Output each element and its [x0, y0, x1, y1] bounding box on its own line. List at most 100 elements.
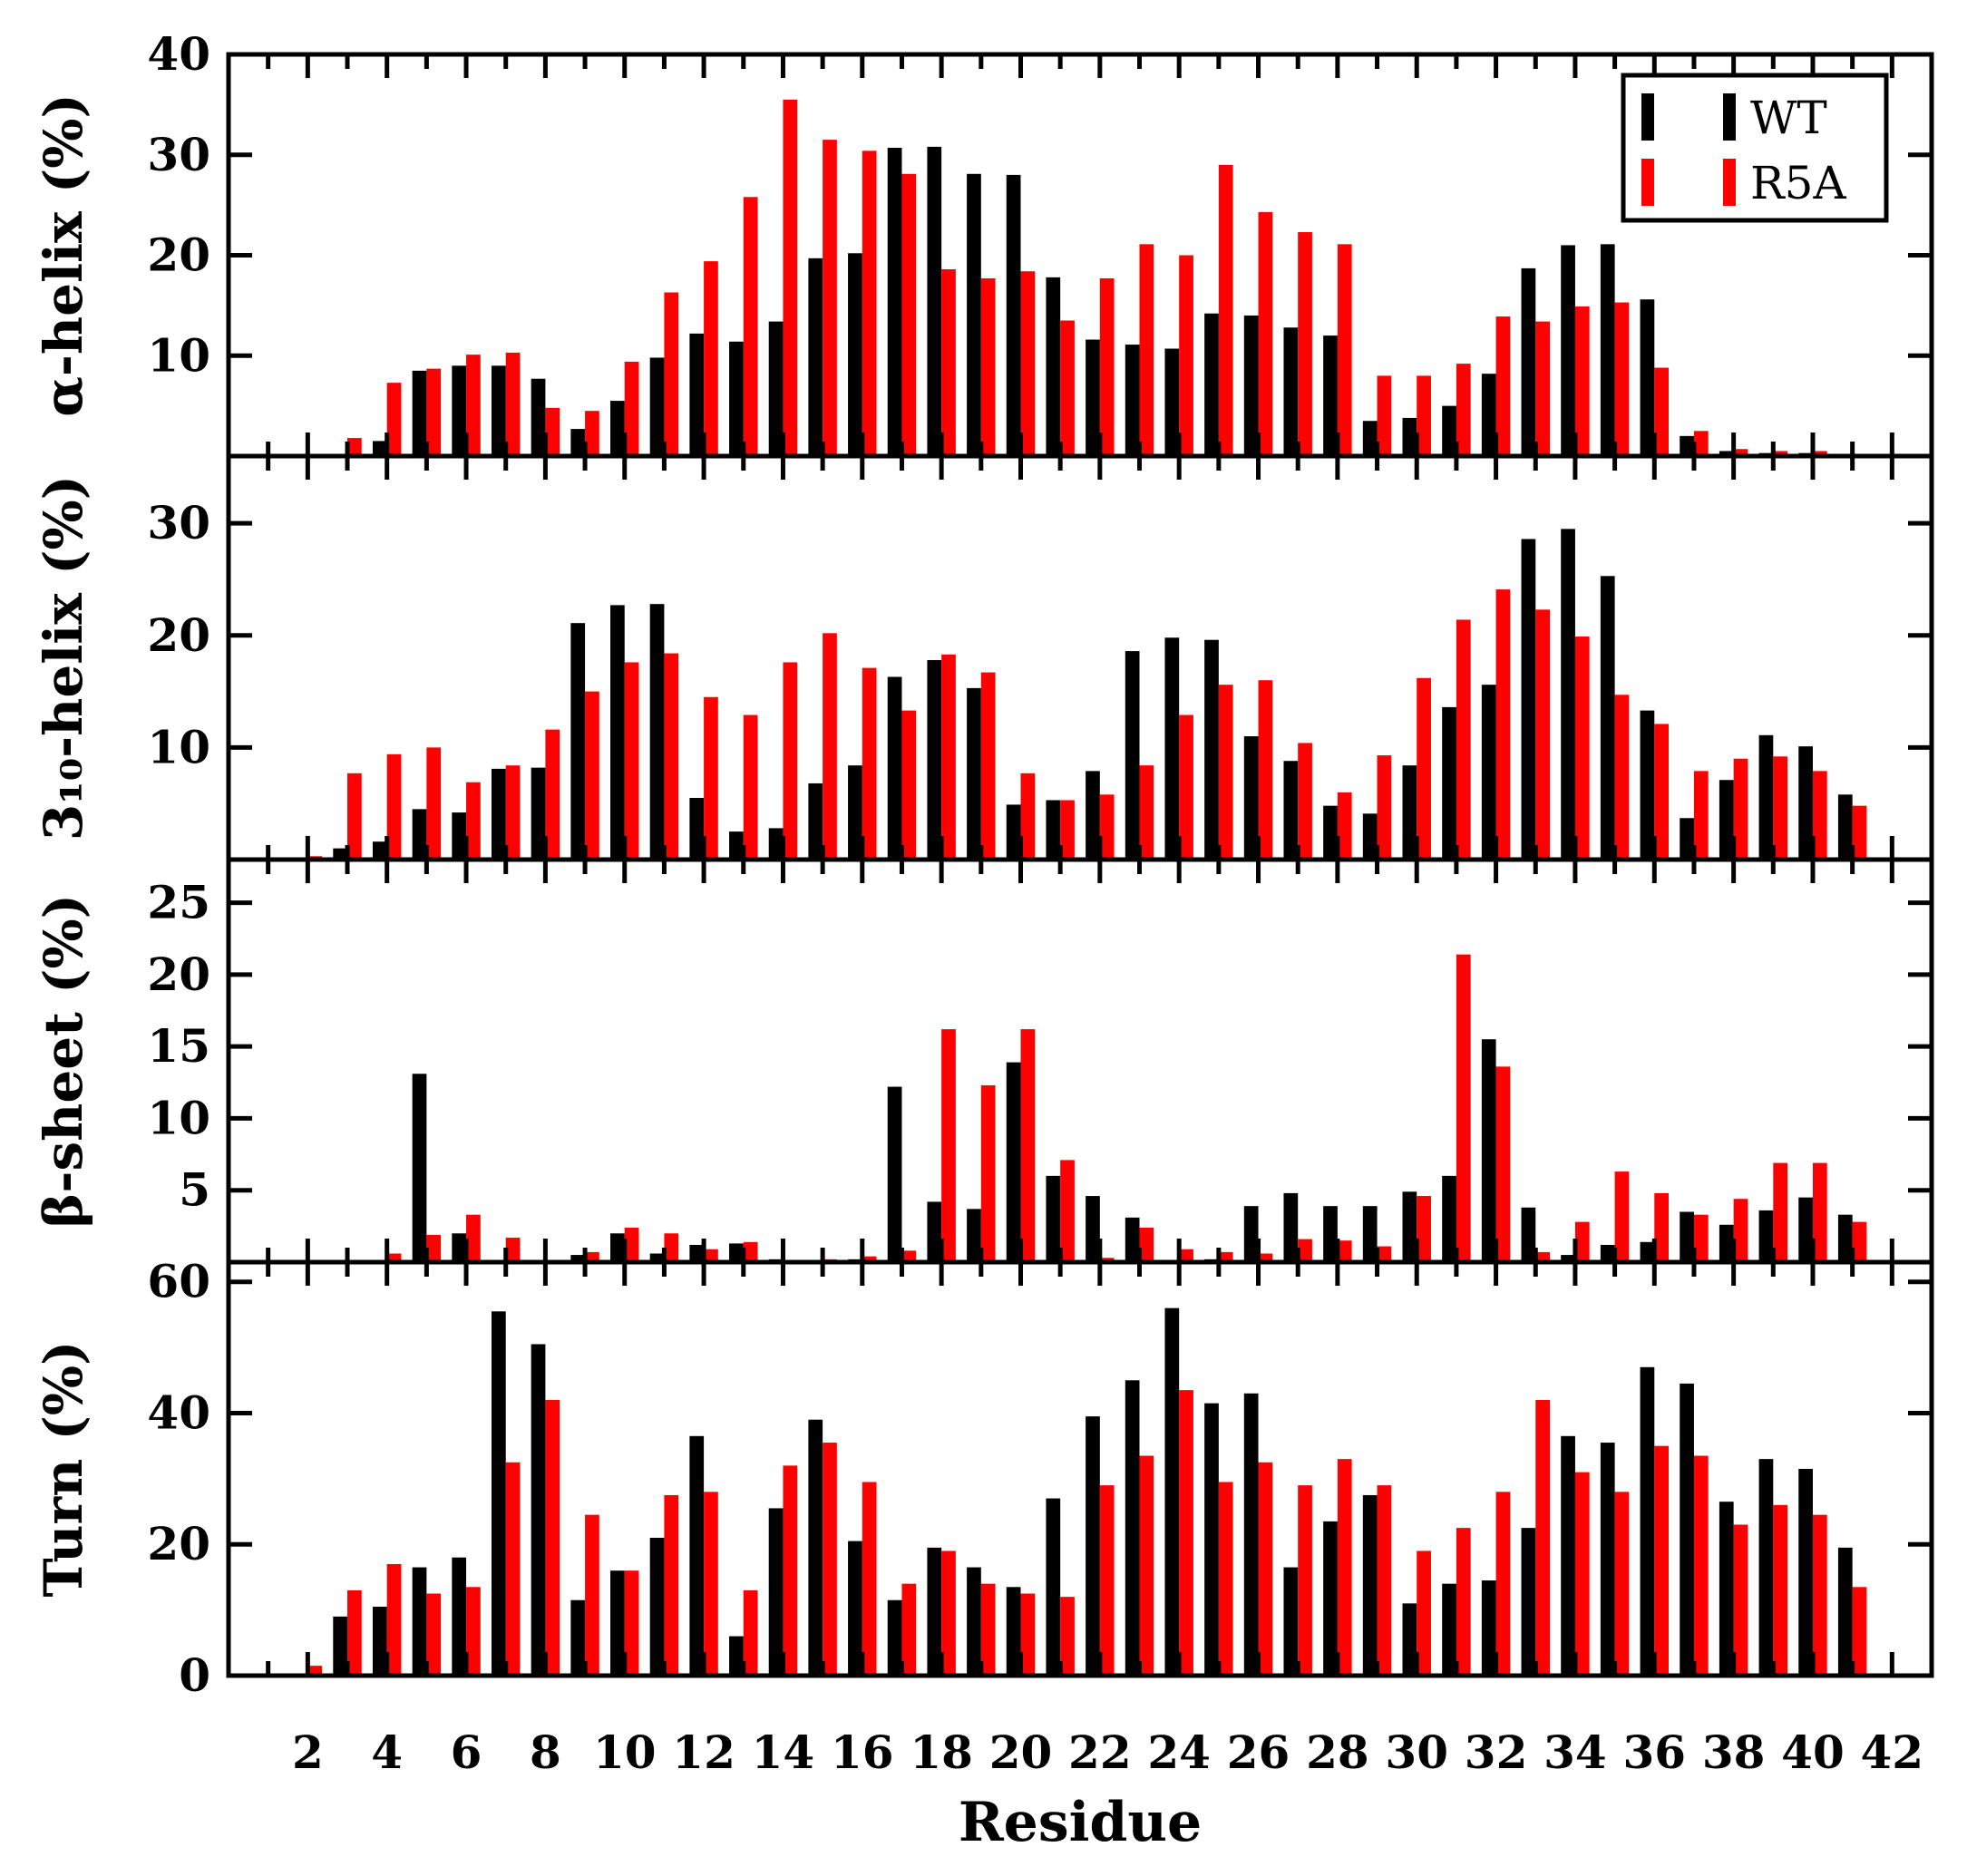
legend-label-wt: WT: [1750, 92, 1827, 144]
bar-wt-residue-35: [1600, 1443, 1615, 1676]
legend-label-r5a: R5A: [1750, 157, 1846, 209]
bar-wt-residue-27: [1283, 1567, 1299, 1676]
bar-wt-residue-26: [1243, 315, 1259, 456]
bar-r5a-residue-2: [307, 1666, 323, 1676]
bar-wt-residue-18: [927, 1547, 942, 1676]
bar-wt-residue-28: [1323, 1521, 1338, 1676]
bar-r5a-residue-39: [1773, 451, 1788, 456]
bar-r5a-residue-39: [1773, 756, 1788, 860]
x-tick-label: 18: [910, 1725, 973, 1779]
bar-r5a-residue-36: [1654, 1445, 1669, 1676]
bar-wt-residue-25: [1204, 1403, 1219, 1676]
bar-wt-residue-13: [729, 341, 744, 456]
bar-wt-residue-23: [1125, 1380, 1140, 1676]
bar-wt-residue-38: [1719, 451, 1734, 456]
bar-wt-residue-29: [1362, 813, 1378, 860]
x-tick-label: 8: [530, 1725, 561, 1779]
bar-wt-residue-27: [1283, 327, 1299, 456]
x-tick-label: 34: [1543, 1725, 1607, 1779]
bar-wt-residue-9: [570, 1599, 586, 1676]
x-tick-label: 38: [1702, 1725, 1766, 1779]
bar-r5a-residue-13: [743, 197, 758, 456]
bar-wt-residue-9: [570, 1255, 586, 1262]
bar-r5a-residue-31: [1456, 954, 1471, 1262]
bar-r5a-residue-33: [1535, 1251, 1550, 1262]
x-axis-label: Residue: [959, 1791, 1202, 1854]
y-tick-label: 10: [147, 1091, 210, 1144]
bar-r5a-residue-28: [1337, 244, 1352, 456]
bar-r5a-residue-20: [1020, 1593, 1036, 1676]
bar-r5a-residue-5: [426, 747, 442, 860]
bar-r5a-residue-17: [901, 710, 917, 860]
bar-wt-residue-23: [1125, 651, 1140, 860]
bar-wt-residue-5: [412, 809, 427, 860]
bar-r5a-residue-17: [901, 173, 917, 457]
bar-wt-residue-29: [1362, 421, 1378, 456]
bar-wt-residue-35: [1600, 1244, 1615, 1262]
bar-wt-residue-31: [1442, 405, 1456, 457]
bar-wt-residue-40: [1798, 1197, 1813, 1262]
x-tick-label: 36: [1622, 1725, 1686, 1779]
bar-wt-residue-16: [848, 765, 862, 860]
bar-r5a-residue-41: [1852, 805, 1867, 860]
bar-r5a-residue-12: [704, 1492, 718, 1676]
bar-wt-residue-31: [1442, 1175, 1456, 1262]
bar-wt-residue-25: [1204, 639, 1219, 860]
bar-r5a-residue-20: [1020, 1029, 1036, 1262]
bar-r5a-residue-16: [862, 151, 877, 456]
x-tick-label: 40: [1781, 1725, 1845, 1779]
x-tick-label: 28: [1306, 1725, 1369, 1779]
bar-r5a-residue-30: [1417, 375, 1431, 456]
bar-wt-residue-16: [848, 253, 862, 456]
bar-wt-residue-9: [570, 429, 586, 456]
bar-r5a-residue-20: [1020, 773, 1036, 860]
bar-r5a-residue-16: [862, 1482, 877, 1676]
y-axis-label: β-sheet (%): [33, 894, 94, 1228]
bar-wt-residue-36: [1640, 1366, 1655, 1676]
bar-wt-residue-22: [1086, 1196, 1100, 1262]
bar-r5a-residue-25: [1218, 1251, 1233, 1262]
bar-wt-residue-36: [1640, 299, 1655, 456]
bar-r5a-residue-19: [980, 277, 996, 456]
bar-wt-residue-32: [1481, 374, 1496, 456]
bar-r5a-residue-38: [1733, 758, 1748, 860]
bar-r5a-residue-18: [941, 654, 956, 860]
bar-r5a-residue-22: [1099, 794, 1115, 860]
bar-wt-residue-11: [649, 604, 665, 860]
bar-r5a-residue-29: [1377, 1485, 1392, 1676]
bar-r5a-residue-38: [1733, 1199, 1748, 1262]
legend-swatch-wt: [1723, 93, 1736, 141]
legend-swatch-r5a: [1723, 159, 1736, 206]
bar-wt-residue-28: [1323, 805, 1338, 860]
bar-r5a-residue-40: [1812, 451, 1827, 456]
bar-r5a-residue-8: [545, 1400, 560, 1676]
bar-r5a-residue-4: [386, 1563, 402, 1676]
bar-r5a-residue-28: [1337, 792, 1352, 860]
x-tick-label: 20: [989, 1725, 1053, 1779]
bar-r5a-residue-36: [1654, 1192, 1669, 1262]
bar-r5a-residue-35: [1614, 695, 1630, 860]
bar-r5a-residue-4: [386, 753, 402, 860]
bar-r5a-residue-3: [347, 773, 362, 860]
bar-wt-residue-36: [1640, 710, 1655, 860]
y-tick-label: 20: [147, 228, 210, 282]
bar-r5a-residue-32: [1495, 589, 1511, 860]
y-tick-label: 0: [179, 1648, 210, 1702]
bar-wt-residue-37: [1680, 818, 1694, 860]
bar-wt-residue-32: [1481, 685, 1496, 860]
y-tick-label: 5: [179, 1163, 210, 1217]
bar-wt-residue-8: [531, 1344, 546, 1676]
bar-r5a-residue-7: [505, 352, 521, 456]
bar-r5a-residue-23: [1139, 1227, 1154, 1262]
bar-wt-residue-21: [1046, 1498, 1061, 1676]
bar-r5a-residue-32: [1495, 316, 1511, 456]
bar-wt-residue-14: [768, 1508, 784, 1676]
bar-r5a-residue-25: [1218, 1482, 1233, 1676]
bar-wt-residue-7: [492, 1311, 506, 1676]
bar-r5a-residue-11: [664, 292, 679, 456]
x-tick-label: 42: [1861, 1725, 1924, 1779]
bar-wt-residue-10: [610, 1233, 625, 1262]
bar-wt-residue-29: [1362, 1494, 1378, 1676]
legend-box: [1621, 73, 1889, 223]
